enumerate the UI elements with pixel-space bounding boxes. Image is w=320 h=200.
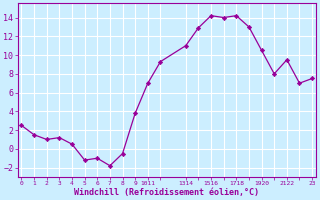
X-axis label: Windchill (Refroidissement éolien,°C): Windchill (Refroidissement éolien,°C) (74, 188, 259, 197)
